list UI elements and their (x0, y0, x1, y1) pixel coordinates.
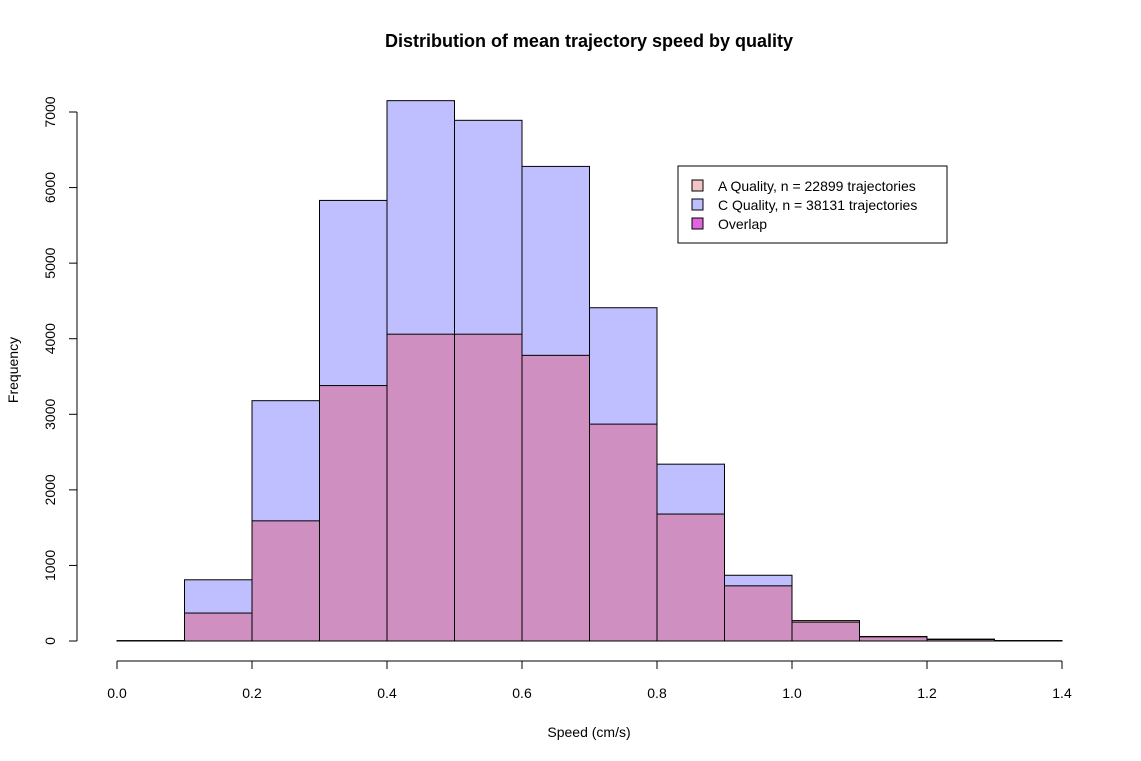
x-tick-label-1: 0.2 (242, 685, 262, 701)
bar-a-quality-9 (724, 585, 793, 642)
legend: A Quality, n = 22899 trajectories C Quali… (677, 165, 948, 244)
bar-excess-6 (522, 166, 590, 356)
y-tick-label-1: 1000 (42, 550, 58, 581)
y-tick-label-5: 5000 (42, 247, 58, 278)
bar-excess-1 (184, 579, 252, 614)
y-tick-label-3: 3000 (42, 399, 58, 430)
bar-excess-10 (792, 620, 860, 623)
chart-title: Distribution of mean trajectory speed by… (385, 31, 793, 51)
bar-excess-7 (589, 307, 657, 425)
bar-overlap-4 (387, 334, 455, 641)
bar-overlap-5 (454, 334, 522, 641)
legend-swatch-1 (691, 198, 704, 211)
legend-label-0: A Quality, n = 22899 trajectories (718, 178, 916, 194)
y-axis-label: Frequency (5, 337, 21, 403)
y-tick-label-7: 7000 (42, 96, 58, 127)
x-tick-label-6: 1.2 (917, 685, 937, 701)
bar-excess-3 (319, 200, 387, 386)
bar-excess-8 (657, 464, 725, 515)
x-axis: 0.0 0.2 0.4 0.6 0.8 1.0 1.2 1.4 (107, 660, 1072, 701)
x-tick-label-0: 0.0 (107, 685, 127, 701)
bar-excess-2 (252, 400, 320, 521)
y-axis: 0 1000 2000 3000 4000 5000 6000 7000 (42, 96, 78, 645)
bar-overlap-7 (589, 424, 657, 641)
legend-label-2: Overlap (718, 216, 767, 232)
histogram-bars (116, 100, 1063, 642)
x-tick-label-4: 0.8 (647, 685, 667, 701)
bar-overlap-10 (792, 622, 860, 641)
legend-label-1: C Quality, n = 38131 trajectories (718, 197, 917, 213)
legend-swatch-2 (691, 217, 704, 230)
bar-overlap-1 (184, 613, 252, 641)
bar-overlap-11 (859, 636, 927, 641)
bar-overlap-2 (252, 520, 320, 641)
bar-overlap-6 (522, 355, 590, 641)
x-axis-label: Speed (cm/s) (547, 724, 630, 740)
y-tick-label-4: 4000 (42, 323, 58, 354)
bar-excess-4 (387, 100, 455, 335)
x-tick-label-3: 0.6 (512, 685, 532, 701)
y-tick-label-2: 2000 (42, 474, 58, 505)
legend-swatch-0 (691, 179, 704, 192)
bar-a-quality-10 (791, 620, 860, 642)
bar-overlap-8 (657, 514, 725, 641)
y-tick-label-0: 0 (42, 637, 58, 645)
x-tick-label-2: 0.4 (377, 685, 397, 701)
bar-excess-9 (724, 575, 792, 586)
bar-overlap-3 (319, 385, 387, 641)
bar-a-quality-12 (926, 638, 995, 642)
bar-excess-5 (454, 120, 522, 335)
bar-overlap-12 (927, 639, 995, 641)
x-tick-label-5: 1.0 (782, 685, 802, 701)
bar-overlap-9 (724, 585, 792, 641)
y-tick-label-6: 6000 (42, 172, 58, 203)
legend-box (677, 165, 948, 244)
x-tick-label-7: 1.4 (1052, 685, 1072, 701)
